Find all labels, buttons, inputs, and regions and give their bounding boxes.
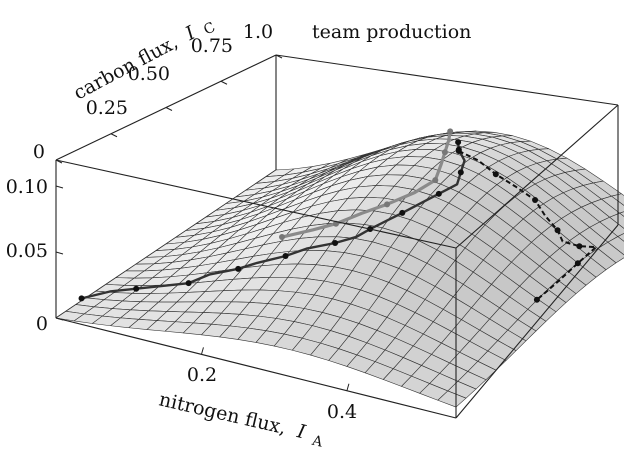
tick-mark [166,108,172,111]
trajectory-point [399,210,405,216]
trajectory-point [456,148,462,154]
x-axis-subscript: A [310,433,325,450]
trajectory-point [332,240,338,246]
y-tick-label: 1.0 [243,21,273,43]
x-tick-label: 0.4 [327,401,357,423]
tick-mark [201,347,203,354]
x-tick-label: 0.2 [187,364,217,386]
tick-mark [56,252,63,254]
y-axis-title: carbon flux, I C [70,12,218,106]
tick-mark [111,134,117,137]
surface-mesh [56,131,624,407]
y-axis-symbol: I [181,22,199,46]
trajectory-point [576,243,582,249]
trajectory-point [493,171,499,177]
trajectory-point [442,149,448,155]
tick-mark [56,186,63,188]
trajectory-point [235,266,241,272]
trajectory-point [384,201,390,207]
x-axis-label: nitrogen flux, [157,388,288,439]
box-edge [276,55,618,105]
trajectory-point [279,234,285,240]
trajectory-point [447,128,453,134]
trajectory-point [436,191,442,197]
trajectory-point [532,197,538,203]
trajectory-point [555,227,561,233]
trajectory-point [186,280,192,286]
trajectory-point [534,297,540,303]
trajectory-point [575,260,581,266]
x-axis-symbol: I [294,420,308,443]
trajectory-point [458,169,464,175]
trajectory-point [455,139,461,145]
x-axis-title: nitrogen flux, I A [156,388,327,450]
z-tick-label: 0 [36,313,48,335]
trajectory-point [432,177,438,183]
z-tick-label: 0.05 [6,240,48,262]
tick-mark [221,81,227,84]
trajectory-point [283,253,289,259]
z-tick-label: 0.10 [6,176,48,198]
tick-mark [347,384,349,391]
chart-title: team production [312,21,471,43]
y-tick-label: 0.25 [86,97,128,119]
y-tick-label: 0 [33,141,45,163]
trajectory-point [79,295,85,301]
trajectory-point [133,286,139,292]
